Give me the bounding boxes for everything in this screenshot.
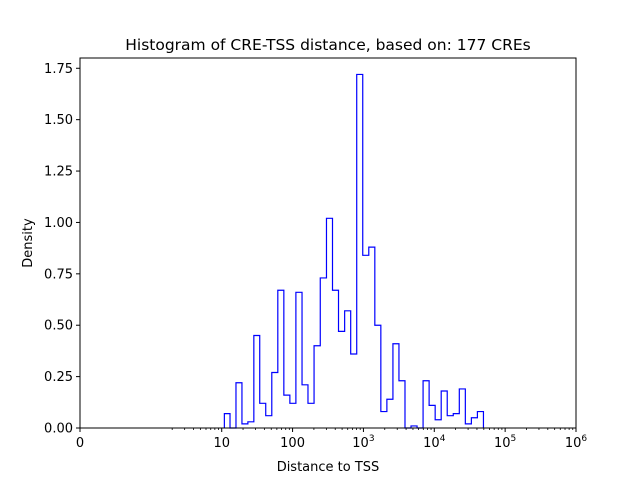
x-tick-label: 103 <box>352 434 374 451</box>
y-tick-label: 0.25 <box>44 370 73 385</box>
y-tick-label: 1.00 <box>44 216 73 231</box>
chart-title: Histogram of CRE-TSS distance, based on:… <box>125 36 531 54</box>
y-tick-label: 0.75 <box>44 267 73 282</box>
x-tick-label: 0 <box>76 436 84 451</box>
x-tick-label: 105 <box>494 434 516 451</box>
histogram-step-outline <box>223 73 485 429</box>
y-tick-label: 0.00 <box>44 422 73 437</box>
y-tick-label: 0.50 <box>44 319 73 334</box>
plot-area <box>223 73 485 429</box>
y-tick-label: 1.25 <box>44 165 73 180</box>
y-tick-label: 1.50 <box>44 113 73 128</box>
x-tick-label: 104 <box>423 434 446 451</box>
x-tick-label: 100 <box>280 436 305 451</box>
axis-ticks: 0 10 100 103 104 105 106 0.00 0.25 0.50 0.75 1.00 1.… <box>44 62 587 451</box>
x-tick-label: 10 <box>213 436 230 451</box>
y-tick-label: 1.75 <box>44 62 73 77</box>
x-axis-label: Distance to TSS <box>277 460 380 475</box>
axes-frame <box>79 57 577 429</box>
y-axis-label: Density <box>21 218 36 268</box>
x-tick-label: 106 <box>565 434 588 451</box>
